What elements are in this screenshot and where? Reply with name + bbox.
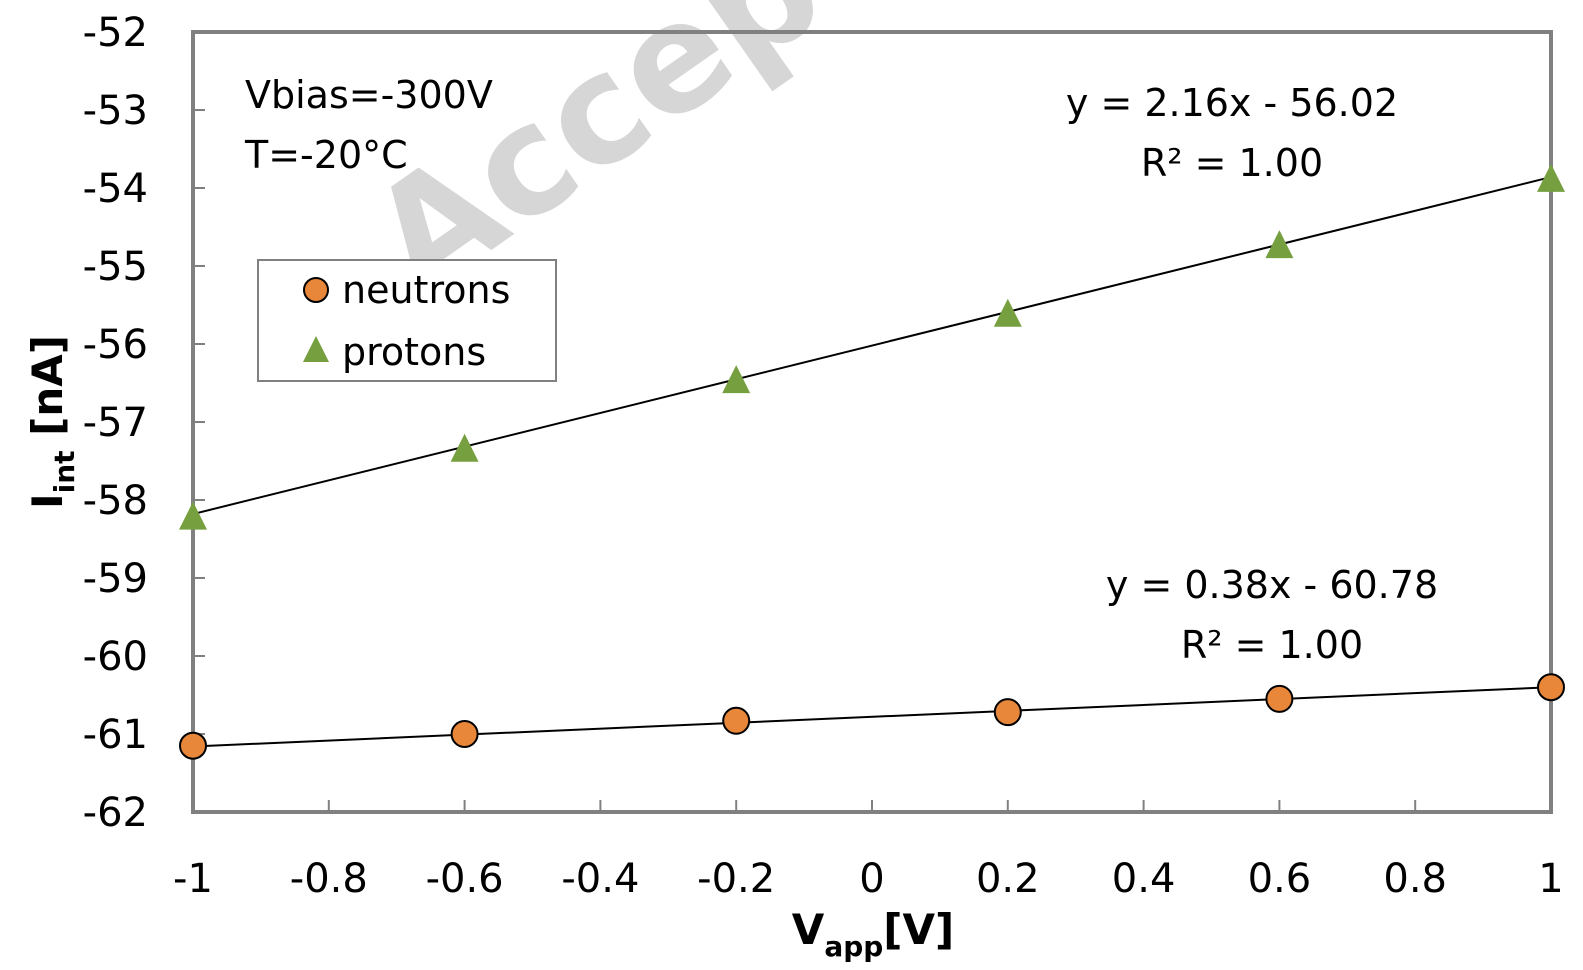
y-tick-label: -57 [83, 400, 148, 446]
x-axis-ticks: -1 -0.8 -0.6 -0.4 -0.2 0 0.2 0.4 0.6 0.8 1 [173, 800, 1564, 902]
x-tick-label: 0.2 [976, 856, 1040, 902]
protons-r2: R² = 1.00 [1141, 141, 1323, 185]
neutrons-point [179, 731, 207, 760]
x-tick-label: -1 [173, 856, 213, 902]
legend: neutrons protons [257, 259, 557, 382]
neutrons-trendline [192, 686, 1552, 748]
y-tick-label: -61 [83, 712, 148, 758]
annotation-temperature: T=-20°C [244, 133, 408, 177]
y-tick-label: -59 [83, 556, 148, 602]
x-tick-label: 0.8 [1383, 856, 1447, 902]
legend-neutrons-marker [303, 277, 329, 303]
x-tick-label: -0.4 [561, 856, 639, 902]
neutrons-equation: y = 0.38x - 60.78 [1106, 563, 1438, 607]
legend-protons-marker [303, 336, 329, 362]
neutrons-point [722, 706, 751, 735]
y-tick-label: -55 [83, 244, 148, 290]
y-axis-title: Iint [nA] [23, 335, 81, 509]
y-tick-label: -54 [83, 166, 148, 212]
trendlines [192, 176, 1552, 748]
x-tick-label: 0 [859, 856, 884, 902]
x-tick-label: -0.6 [426, 856, 504, 902]
neutrons-r2: R² = 1.00 [1181, 623, 1363, 667]
data-markers [179, 163, 1565, 760]
annotation-vbias: Vbias=-300V [245, 73, 493, 117]
x-axis-title: Vapp[V] [792, 905, 954, 963]
neutrons-point [993, 698, 1022, 727]
y-tick-label: -62 [83, 790, 148, 836]
protons-point [179, 501, 207, 530]
protons-equation: y = 2.16x - 56.02 [1066, 81, 1398, 125]
x-tick-label: 0.6 [1248, 856, 1312, 902]
protons-point [1265, 230, 1294, 259]
protons-point [993, 298, 1022, 327]
y-axis-ticks: -52 -53 -54 -55 -56 -57 -58 -59 -60 -61 -62 [83, 10, 205, 836]
neutrons-point [1537, 673, 1565, 702]
protons-point [450, 433, 479, 462]
y-tick-label: -52 [83, 10, 148, 56]
y-tick-label: -53 [83, 88, 148, 134]
neutrons-point [1265, 684, 1294, 713]
y-tick-label: -56 [83, 322, 148, 368]
protons-point [722, 365, 751, 394]
protons-trendline [192, 176, 1552, 516]
x-tick-label: 1 [1538, 856, 1563, 902]
y-tick-label: -60 [83, 634, 148, 680]
y-tick-label: -58 [83, 478, 148, 524]
legend-neutrons-label: neutrons [342, 268, 510, 312]
neutrons-point [450, 720, 479, 748]
protons-point [1537, 163, 1565, 192]
legend-protons-label: protons [342, 330, 486, 374]
x-tick-label: 0.4 [1112, 856, 1176, 902]
x-tick-label: -0.2 [697, 856, 775, 902]
x-tick-label: -0.8 [290, 856, 368, 902]
